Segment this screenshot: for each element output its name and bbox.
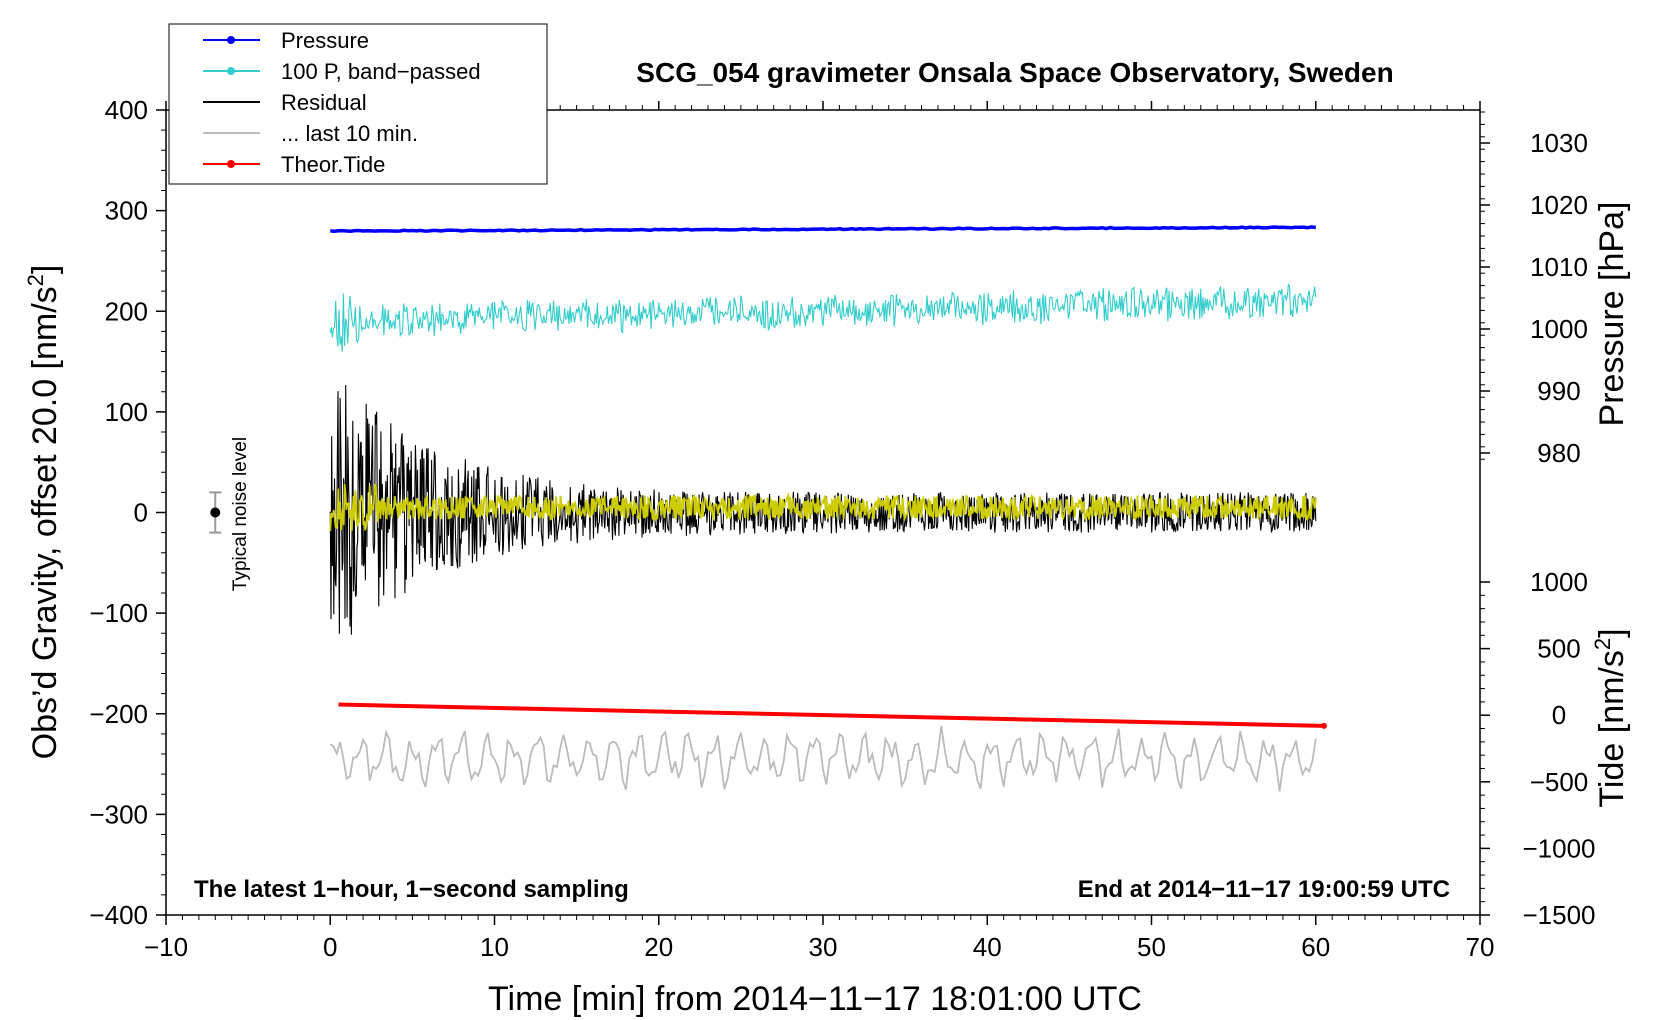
y-axis-title-tide-sup: 2 [1590,638,1615,650]
noise-indicator: Typical noise level [209,437,251,591]
series-last-10-min [329,725,1317,792]
y-tick-label-left: 0 [134,498,148,528]
pressure-tick-label: 1000 [1530,314,1588,344]
series-layer [329,225,1327,792]
y-tick-label-left: 400 [105,95,148,125]
y-axis-title-left-sup: 2 [23,274,48,286]
series-theor-tide [338,702,1325,728]
pressure-tick-label: 1030 [1530,128,1588,158]
x-tick-label: 50 [1137,932,1166,962]
y-tick-label-left: 100 [105,397,148,427]
legend-label: Theor.Tide [281,152,385,177]
series-theor-tide-end [1320,722,1327,729]
series-band-passed [329,283,1317,352]
legend-marker [227,36,235,44]
y-axis-title-tide-close: ] [1593,628,1631,637]
legend-label: Pressure [281,28,369,53]
sampling-note: The latest 1−hour, 1−second sampling [194,876,629,903]
legend-marker [227,160,235,168]
x-tick-label: 0 [323,932,337,962]
series-pressure [330,225,1317,234]
legend-items: Pressure 100 P, band−passed Residual ... la… [203,28,481,177]
y-tick-label-left: −100 [89,598,148,628]
x-tick-label: 40 [973,932,1002,962]
noise-level-label: Typical noise level [230,437,251,591]
x-axis-title: Time [min] from 2014−11−17 18:01:00 UTC [488,980,1142,1018]
x-tick-label: 60 [1301,932,1330,962]
x-tick-label: 10 [480,932,509,962]
y-axis-title-tide-main: Tide [nm/s [1593,650,1631,807]
x-tick-label: 70 [1466,932,1495,962]
tide-tick-label: 0 [1552,700,1566,730]
legend: Pressure 100 P, band−passed Residual ... la… [168,23,548,185]
series-residual [329,384,1317,635]
y-tick-label-left: −200 [89,699,148,729]
y-axis-title-tide: Tide [nm/s2] [1590,628,1631,807]
pressure-tick-label: 1020 [1530,190,1588,220]
legend-marker [227,67,235,75]
legend-box [168,23,548,185]
x-tick-label: 20 [644,932,673,962]
tide-tick-label: 500 [1537,634,1580,664]
y-axis-title-pressure: Pressure [hPa] [1593,202,1631,427]
tide-tick-label: −1500 [1522,900,1595,930]
pressure-tick-label: 1010 [1530,252,1588,282]
noise-dot [210,507,221,518]
y-axis-title-left: Obs’d Gravity, offset 20.0 [nm/s2] [23,265,64,760]
pressure-tick-label: 990 [1537,376,1580,406]
chart-title: SCG_054 gravimeter Onsala Space Observat… [636,57,1393,88]
legend-label: ... last 10 min. [281,121,418,146]
x-tick-label: −10 [144,932,188,962]
ticks-layer: −10 0 10 20 30 40 50 60 704003002001000−100−200−… [89,95,1595,962]
y-axis-title-left-main: Obs’d Gravity, offset 20.0 [nm/s [26,286,64,759]
pressure-tick-label: 980 [1537,438,1580,468]
tide-tick-label: −1000 [1522,833,1595,863]
series-residual-smoothed [329,483,1317,532]
legend-label: Residual [281,90,367,115]
y-tick-label-left: −300 [89,799,148,829]
x-tick-label: 30 [809,932,838,962]
y-tick-label-left: −400 [89,900,148,930]
end-time-note: End at 2014−11−17 19:00:59 UTC [1078,876,1450,903]
legend-label: 100 P, band−passed [281,59,481,84]
y-tick-label-left: 200 [105,296,148,326]
tide-tick-label: 1000 [1530,567,1588,597]
y-axis-title-left-close: ] [26,265,64,274]
tide-tick-label: −500 [1530,767,1589,797]
y-tick-label-left: 300 [105,196,148,226]
